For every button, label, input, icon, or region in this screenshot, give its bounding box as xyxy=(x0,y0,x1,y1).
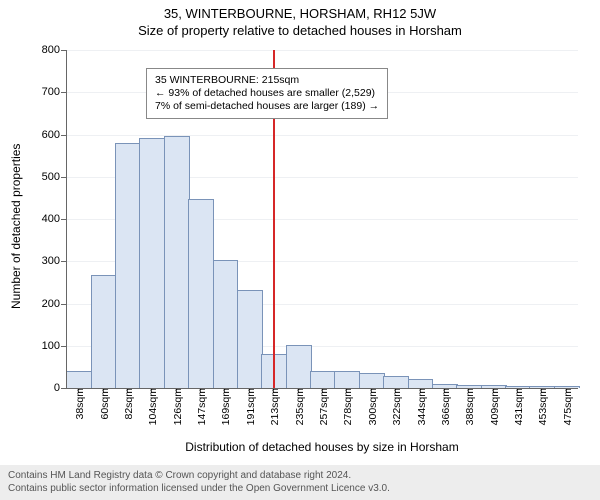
x-tick-label: 475sqm xyxy=(558,388,574,425)
histogram-bar xyxy=(139,138,165,388)
x-tick-label: 82sqm xyxy=(119,388,135,420)
y-tick-label: 0 xyxy=(20,382,66,394)
histogram-bar xyxy=(115,143,141,388)
histogram-bar xyxy=(310,371,336,388)
y-axis-line xyxy=(66,50,67,388)
annotation-box: 35 WINTERBOURNE: 215sqm← 93% of detached… xyxy=(146,68,388,119)
x-tick-label: 191sqm xyxy=(241,388,257,425)
histogram-bar xyxy=(359,373,385,388)
x-tick-label: 104sqm xyxy=(143,388,159,425)
y-tick-label: 500 xyxy=(20,171,66,183)
x-tick-label: 322sqm xyxy=(387,388,403,425)
x-tick-label: 453sqm xyxy=(533,388,549,425)
plot-area: 010020030040050060070080038sqm60sqm82sqm… xyxy=(66,50,578,388)
x-tick-label: 126sqm xyxy=(168,388,184,425)
footer-line-1: Contains HM Land Registry data © Crown c… xyxy=(8,470,592,483)
histogram-bar xyxy=(237,290,263,388)
x-tick-label: 431sqm xyxy=(509,388,525,425)
x-axis-line xyxy=(66,388,578,389)
annotation-line: 35 WINTERBOURNE: 215sqm xyxy=(155,74,379,87)
x-tick-label: 235sqm xyxy=(290,388,306,425)
y-tick-label: 600 xyxy=(20,129,66,141)
x-axis-label: Distribution of detached houses by size … xyxy=(66,440,578,454)
histogram-bar xyxy=(213,260,239,388)
footer-line-2: Contains public sector information licen… xyxy=(8,483,592,496)
footer-attribution: Contains HM Land Registry data © Crown c… xyxy=(0,465,600,500)
histogram-bar xyxy=(286,345,312,388)
histogram-bar xyxy=(91,275,117,388)
x-tick-label: 278sqm xyxy=(338,388,354,425)
annotation-line: 7% of semi-detached houses are larger (1… xyxy=(155,100,379,113)
x-tick-label: 409sqm xyxy=(485,388,501,425)
histogram-bar xyxy=(334,371,360,388)
x-tick-label: 300sqm xyxy=(363,388,379,425)
x-tick-label: 366sqm xyxy=(436,388,452,425)
histogram-bar xyxy=(66,371,92,388)
histogram-bar xyxy=(408,379,434,388)
chart-container: 35, WINTERBOURNE, HORSHAM, RH12 5JW Size… xyxy=(0,0,600,500)
x-tick-label: 257sqm xyxy=(314,388,330,425)
y-tick-label: 100 xyxy=(20,340,66,352)
y-tick-label: 200 xyxy=(20,298,66,310)
y-tick-label: 800 xyxy=(20,44,66,56)
x-tick-label: 169sqm xyxy=(216,388,232,425)
histogram-bar xyxy=(164,136,190,388)
x-tick-label: 38sqm xyxy=(70,388,86,420)
y-axis-label: Number of detached properties xyxy=(9,144,23,309)
histogram-bar xyxy=(188,199,214,388)
x-tick-label: 147sqm xyxy=(192,388,208,425)
histogram-bar xyxy=(383,376,409,388)
grid-line xyxy=(66,50,578,51)
y-tick-label: 400 xyxy=(20,213,66,225)
annotation-line: ← 93% of detached houses are smaller (2,… xyxy=(155,87,379,100)
chart-title: 35, WINTERBOURNE, HORSHAM, RH12 5JW xyxy=(0,0,600,21)
x-tick-label: 388sqm xyxy=(460,388,476,425)
y-tick-label: 300 xyxy=(20,255,66,267)
grid-line xyxy=(66,135,578,136)
x-tick-label: 60sqm xyxy=(95,388,111,420)
y-tick-label: 700 xyxy=(20,86,66,98)
chart-subtitle: Size of property relative to detached ho… xyxy=(0,21,600,38)
x-tick-label: 213sqm xyxy=(265,388,281,425)
x-tick-label: 344sqm xyxy=(412,388,428,425)
